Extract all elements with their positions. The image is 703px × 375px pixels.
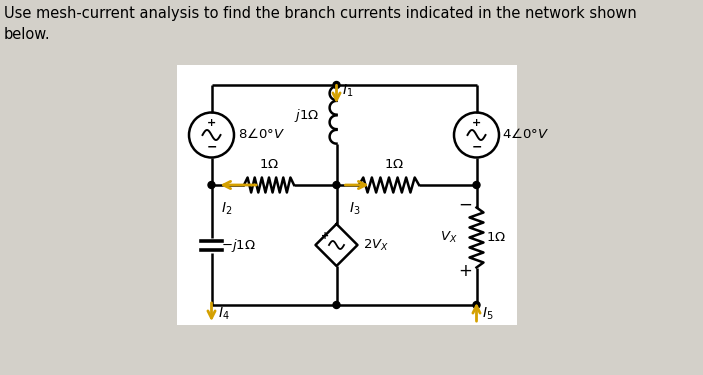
Text: $8\angle0°V$: $8\angle0°V$	[238, 127, 285, 141]
Text: $2V_X$: $2V_X$	[363, 237, 389, 252]
Text: $I_4$: $I_4$	[217, 306, 229, 322]
Circle shape	[473, 302, 480, 309]
Text: $I_5$: $I_5$	[482, 306, 494, 322]
Text: $I_1$: $I_1$	[342, 83, 354, 99]
Text: −: −	[471, 141, 482, 153]
Text: Use mesh-current analysis to find the branch currents indicated in the network s: Use mesh-current analysis to find the br…	[4, 6, 636, 42]
Text: $j1\Omega$: $j1\Omega$	[294, 106, 319, 123]
Text: $+$: $+$	[458, 262, 472, 280]
Text: +: +	[472, 118, 481, 128]
Text: $I_3$: $I_3$	[349, 201, 361, 217]
Circle shape	[208, 182, 215, 189]
Text: $V_X$: $V_X$	[440, 230, 458, 245]
FancyBboxPatch shape	[176, 65, 517, 325]
Circle shape	[473, 182, 480, 189]
Circle shape	[333, 302, 340, 309]
Text: −: −	[206, 141, 217, 153]
Text: +: +	[321, 231, 330, 241]
Text: $I_2$: $I_2$	[221, 201, 232, 217]
Text: $4\angle0°V$: $4\angle0°V$	[503, 127, 550, 141]
Text: $-$: $-$	[458, 195, 472, 213]
Text: +: +	[207, 118, 216, 128]
Circle shape	[333, 182, 340, 189]
Circle shape	[333, 81, 340, 88]
Text: $1\Omega$: $1\Omega$	[486, 231, 505, 244]
Text: $1\Omega$: $1\Omega$	[259, 158, 279, 171]
Text: $-j1\Omega$: $-j1\Omega$	[221, 237, 255, 254]
Text: $1\Omega$: $1\Omega$	[384, 158, 404, 171]
